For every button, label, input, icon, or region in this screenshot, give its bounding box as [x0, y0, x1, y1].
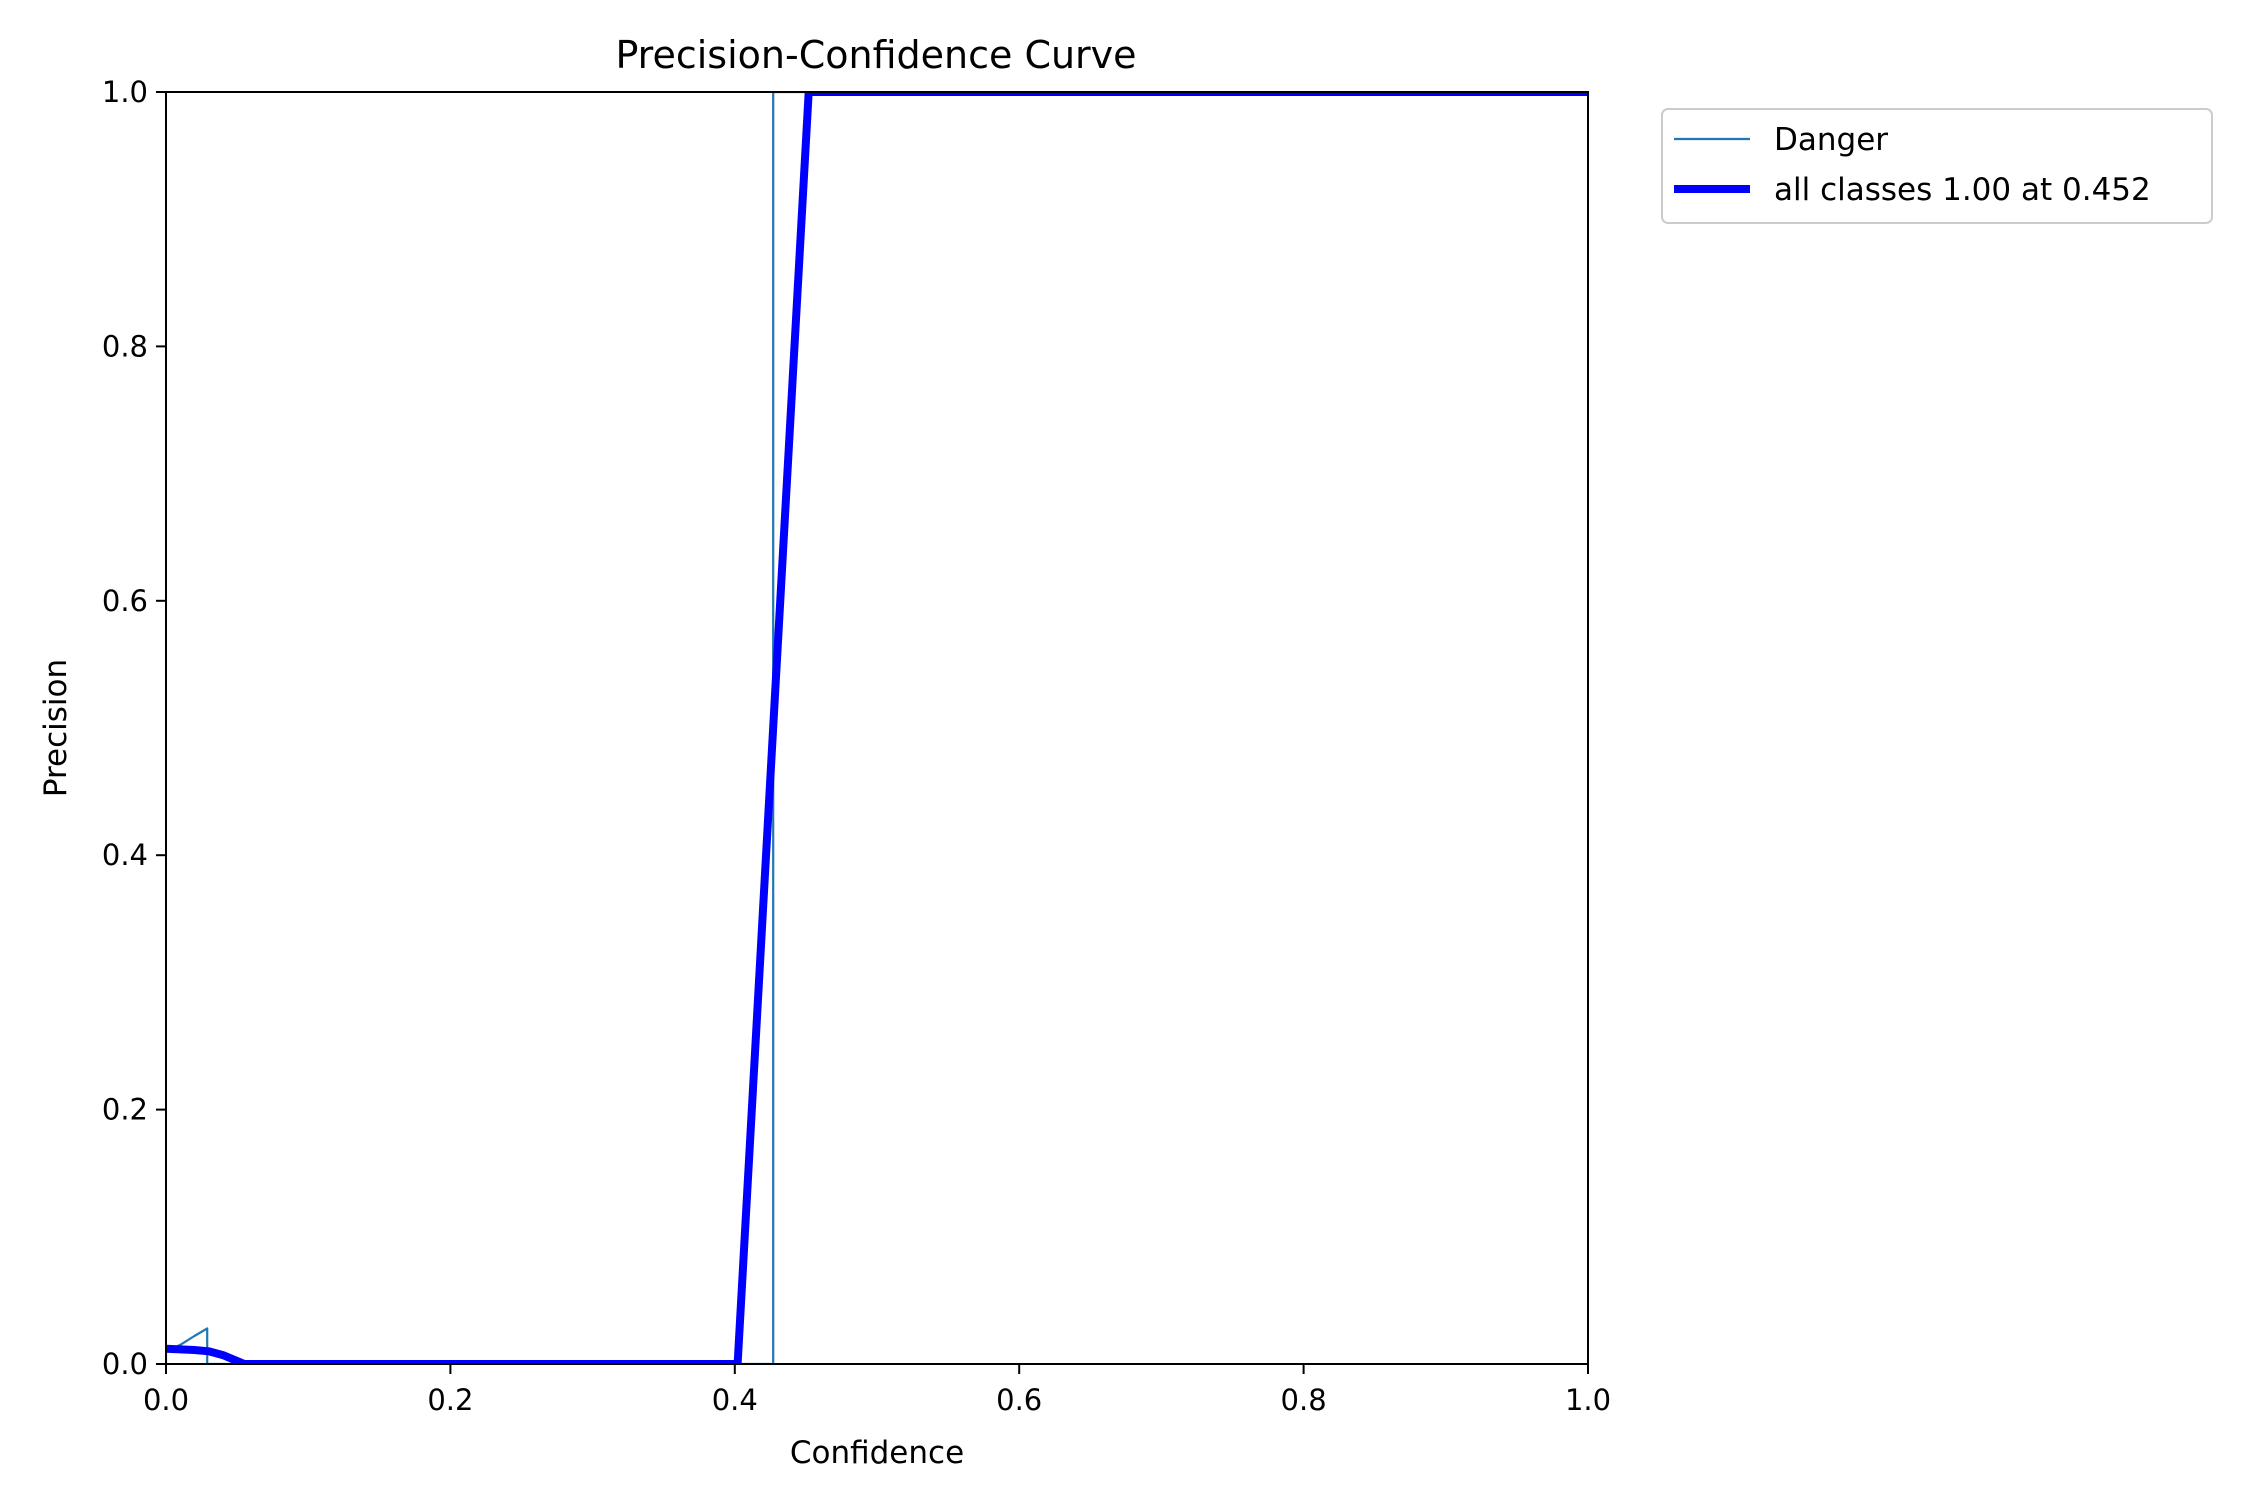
legend-frame	[1661, 108, 2213, 224]
legend-label-all-classes: all classes 1.00 at 0.452	[1774, 172, 2151, 208]
series-line-1	[166, 92, 1588, 1364]
plot-frame	[165, 91, 1589, 1365]
series-layer	[166, 92, 1588, 1364]
y-tick-label: 0.4	[102, 838, 148, 872]
x-tick-label: 0.8	[1281, 1383, 1327, 1417]
legend: Danger all classes 1.00 at 0.452	[1661, 108, 2213, 224]
x-tick-label: 0.6	[996, 1383, 1042, 1417]
x-tick-label: 0.0	[143, 1383, 189, 1417]
y-tick-label: 0.2	[102, 1093, 148, 1127]
y-axis-label: Precision	[38, 659, 74, 797]
x-tick-label: 1.0	[1565, 1383, 1611, 1417]
y-tick-label: 0.6	[102, 584, 148, 618]
legend-label-danger: Danger	[1774, 122, 1888, 158]
y-tick-label: 0.8	[102, 329, 148, 363]
x-tick-label: 0.2	[427, 1383, 473, 1417]
x-axis: 0.0 0.2 0.4 0.6 0.8 1.0	[143, 1364, 1611, 1417]
y-axis: 0.0 0.2 0.4 0.6 0.8 1.0	[102, 75, 166, 1381]
y-tick-label: 0.0	[102, 1347, 148, 1381]
chart-title: Precision-Confidence Curve	[615, 33, 1136, 77]
y-tick-label: 1.0	[102, 75, 148, 109]
x-axis-label: Confidence	[790, 1435, 964, 1471]
x-tick-label: 0.4	[712, 1383, 758, 1417]
